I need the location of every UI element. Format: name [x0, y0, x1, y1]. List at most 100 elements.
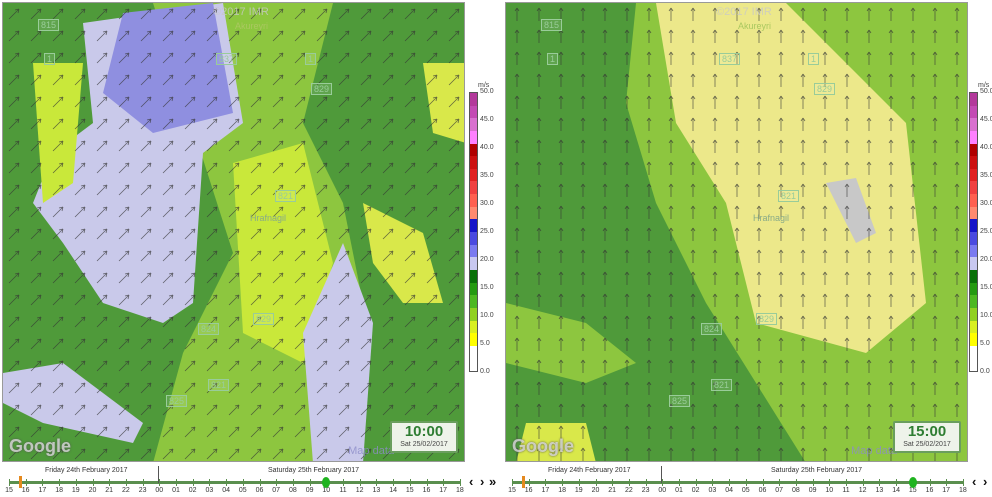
hour-tick[interactable]: [662, 479, 664, 486]
hour-label[interactable]: 19: [71, 487, 80, 494]
hour-tick[interactable]: [292, 479, 294, 486]
hour-label[interactable]: 07: [775, 487, 784, 494]
hour-label[interactable]: 05: [238, 487, 247, 494]
hour-label[interactable]: 01: [172, 487, 180, 494]
hour-label[interactable]: 19: [574, 487, 583, 494]
hour-label[interactable]: 08: [288, 487, 297, 494]
hour-label[interactable]: 06: [255, 487, 264, 494]
hour-label[interactable]: 16: [422, 487, 431, 494]
hour-tick[interactable]: [712, 479, 714, 486]
hour-label[interactable]: 21: [105, 487, 114, 494]
hour-tick[interactable]: [42, 479, 44, 486]
hour-label[interactable]: 03: [708, 487, 717, 494]
timeline-track[interactable]: [512, 481, 964, 484]
selected-time-handle[interactable]: [908, 477, 917, 488]
hour-tick[interactable]: [779, 479, 781, 486]
hour-label[interactable]: 13: [372, 487, 381, 494]
hour-tick[interactable]: [393, 479, 395, 486]
hour-label[interactable]: 12: [858, 487, 867, 494]
hour-label[interactable]: 20: [88, 487, 97, 494]
hour-label[interactable]: 11: [339, 487, 347, 494]
hour-tick[interactable]: [562, 479, 564, 486]
hour-tick[interactable]: [359, 479, 361, 486]
hour-label[interactable]: 17: [439, 487, 448, 494]
hour-tick[interactable]: [25, 479, 27, 486]
hour-label[interactable]: 08: [791, 487, 800, 494]
hour-label[interactable]: 13: [875, 487, 884, 494]
hour-label[interactable]: 06: [758, 487, 767, 494]
hour-label[interactable]: 22: [624, 487, 633, 494]
hour-tick[interactable]: [242, 479, 244, 486]
hour-tick[interactable]: [929, 479, 931, 486]
hour-tick[interactable]: [125, 479, 127, 486]
hour-tick[interactable]: [846, 479, 847, 486]
hour-label[interactable]: 10: [322, 487, 331, 494]
hour-tick[interactable]: [528, 479, 530, 486]
hour-tick[interactable]: [276, 479, 278, 486]
hour-tick[interactable]: [695, 479, 697, 486]
hour-tick[interactable]: [612, 479, 614, 486]
hour-label[interactable]: 23: [138, 487, 147, 494]
hour-tick[interactable]: [192, 479, 194, 486]
hour-tick[interactable]: [946, 479, 948, 486]
hour-label[interactable]: 18: [455, 487, 464, 494]
hour-label[interactable]: 07: [272, 487, 281, 494]
hour-label[interactable]: 15: [908, 487, 917, 494]
hour-tick[interactable]: [109, 479, 111, 486]
hour-label[interactable]: 12: [355, 487, 364, 494]
hour-tick[interactable]: [176, 479, 177, 486]
wind-map[interactable]: ©2017 IMR Akureyri Hrafnagil 815 1 837 1…: [2, 2, 465, 462]
hour-label[interactable]: 17: [38, 487, 47, 494]
wind-map[interactable]: ©2017 IMR Akureyri Hrafnagil 815 1 837 1…: [505, 2, 968, 462]
hour-tick[interactable]: [795, 479, 797, 486]
timeline-track[interactable]: [9, 481, 461, 484]
hour-tick[interactable]: [259, 479, 261, 486]
hour-label[interactable]: 00: [155, 487, 164, 494]
hour-tick[interactable]: [309, 479, 311, 486]
map-data-link[interactable]: Map data: [348, 445, 394, 457]
hour-label[interactable]: 04: [222, 487, 230, 494]
hour-label[interactable]: 21: [608, 487, 617, 494]
hour-label[interactable]: 14: [892, 487, 900, 494]
hour-label[interactable]: 02: [691, 487, 700, 494]
hour-tick[interactable]: [595, 479, 597, 486]
hour-label[interactable]: 10: [825, 487, 834, 494]
previous-button[interactable]: ‹: [469, 474, 474, 489]
map-data-link[interactable]: Map data: [851, 445, 897, 457]
hour-tick[interactable]: [443, 479, 445, 486]
hour-tick[interactable]: [628, 479, 630, 486]
hour-label[interactable]: 09: [808, 487, 817, 494]
hour-tick[interactable]: [142, 479, 144, 486]
hour-label[interactable]: 18: [958, 487, 967, 494]
hour-label[interactable]: 15: [5, 487, 13, 494]
hour-tick[interactable]: [459, 479, 461, 486]
hour-tick[interactable]: [343, 479, 344, 486]
hour-tick[interactable]: [409, 479, 411, 486]
next-button[interactable]: ›: [983, 474, 988, 489]
hour-tick[interactable]: [812, 479, 814, 486]
hour-label[interactable]: 15: [405, 487, 414, 494]
hour-tick[interactable]: [226, 479, 228, 486]
hour-label[interactable]: 04: [725, 487, 733, 494]
hour-tick[interactable]: [862, 479, 864, 486]
hour-tick[interactable]: [545, 479, 547, 486]
hour-label[interactable]: 11: [842, 487, 850, 494]
next-button[interactable]: ›: [480, 474, 485, 489]
hour-tick[interactable]: [59, 479, 61, 486]
hour-label[interactable]: 14: [389, 487, 397, 494]
hour-tick[interactable]: [578, 479, 580, 486]
hour-label[interactable]: 16: [925, 487, 934, 494]
hour-tick[interactable]: [92, 479, 94, 486]
hour-tick[interactable]: [745, 479, 747, 486]
hour-tick[interactable]: [209, 479, 211, 486]
hour-label[interactable]: 09: [305, 487, 314, 494]
hour-label[interactable]: 22: [121, 487, 130, 494]
hour-tick[interactable]: [762, 479, 764, 486]
hour-label[interactable]: 15: [508, 487, 516, 494]
selected-time-handle[interactable]: [322, 477, 331, 488]
hour-tick[interactable]: [645, 479, 647, 486]
hour-label[interactable]: 03: [205, 487, 214, 494]
previous-button[interactable]: ‹: [972, 474, 977, 489]
hour-label[interactable]: 23: [641, 487, 650, 494]
hour-tick[interactable]: [376, 479, 378, 486]
